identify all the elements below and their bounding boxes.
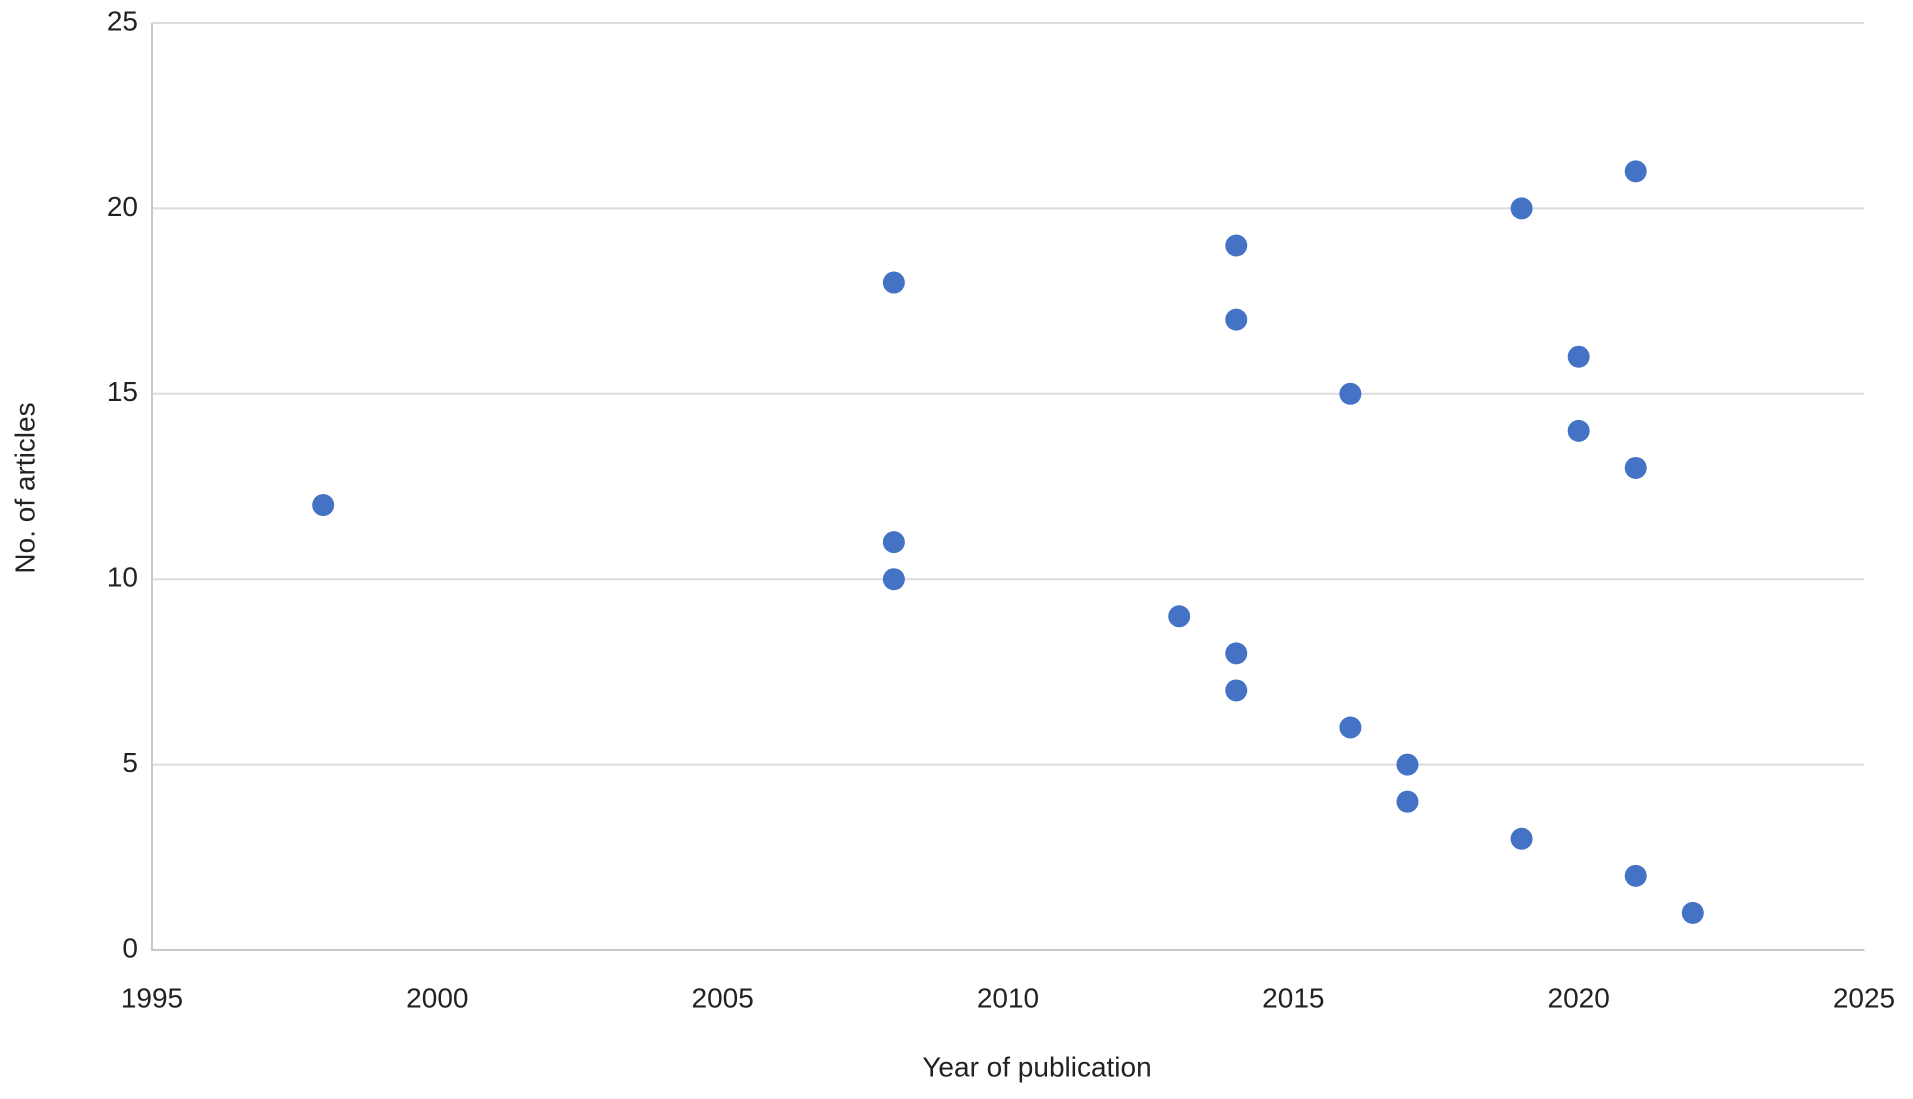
point [1225, 234, 1248, 257]
point [1567, 419, 1590, 442]
x-tick-label: 1995 [121, 982, 183, 1013]
x-tick-label: 2025 [1833, 982, 1895, 1013]
x-tick-label: 2020 [1548, 982, 1610, 1013]
y-tick-label: 20 [107, 191, 138, 222]
point [1510, 827, 1533, 850]
point [1396, 753, 1419, 776]
point [1339, 716, 1362, 739]
x-tick-label: 2010 [977, 982, 1039, 1013]
point [312, 494, 335, 517]
point [1225, 308, 1248, 331]
y-tick-label: 15 [107, 376, 138, 407]
x-tick-label: 2000 [406, 982, 468, 1013]
point [1510, 197, 1533, 220]
point [1168, 605, 1191, 628]
point [1396, 790, 1419, 813]
point [1624, 160, 1647, 183]
point [1339, 382, 1362, 405]
y-tick-label: 0 [122, 932, 138, 963]
x-axis-label: Year of publication [922, 1051, 1151, 1082]
point [1624, 864, 1647, 887]
point [1624, 456, 1647, 479]
x-tick-label: 2015 [1262, 982, 1324, 1013]
y-tick-label: 10 [107, 562, 138, 593]
point [882, 271, 905, 294]
y-tick-label: 5 [122, 747, 138, 778]
point [1681, 901, 1704, 924]
y-axis-label: No. of articles [9, 402, 40, 573]
x-tick-label: 2005 [692, 982, 754, 1013]
y-tick-label: 25 [107, 5, 138, 36]
point [1225, 642, 1248, 665]
point [882, 568, 905, 591]
point [1567, 345, 1590, 368]
point [1225, 679, 1248, 702]
point [882, 531, 905, 554]
